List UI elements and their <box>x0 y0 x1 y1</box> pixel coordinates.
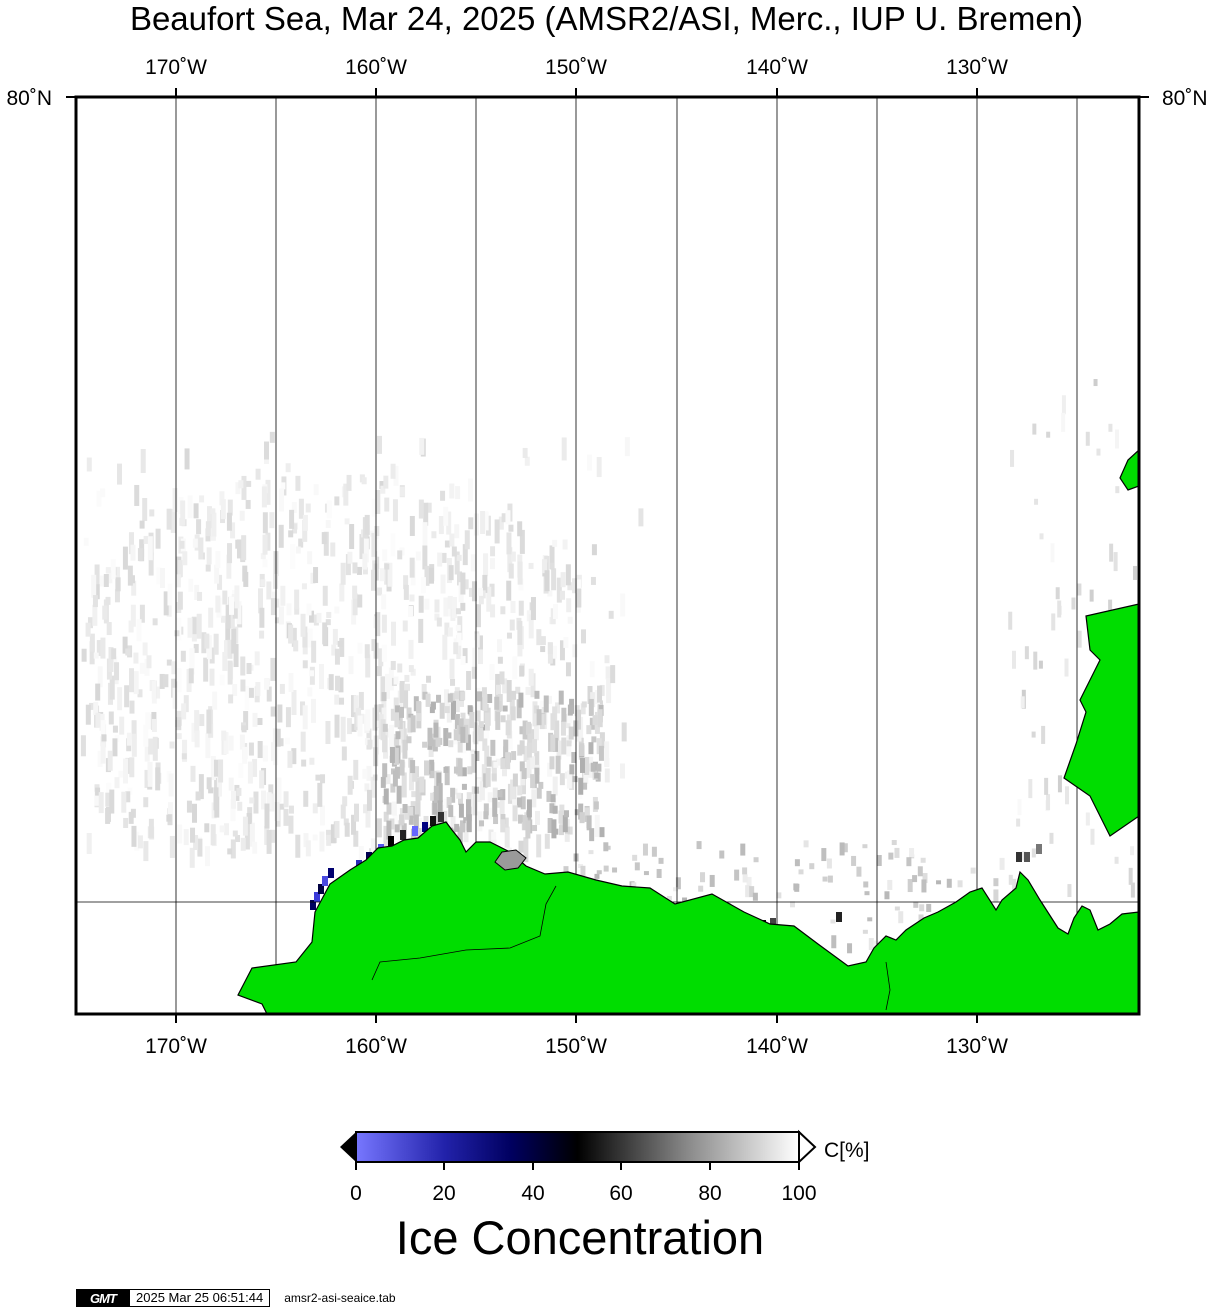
lon-label-bottom: 170˚W <box>145 1035 207 1058</box>
lon-label-bottom: 140˚W <box>746 1035 808 1058</box>
source-file-label: amsr2-asi-seaice.tab <box>284 1291 396 1305</box>
colorbar: 0 20 40 60 80 100 C[%] <box>340 1129 870 1205</box>
lon-label-bottom: 150˚W <box>545 1035 607 1058</box>
timestamp-text: 2025 Mar 25 06:51:44 <box>130 1289 271 1307</box>
meridian-lines <box>175 97 1078 1014</box>
lon-label-top: 170˚W <box>145 56 207 79</box>
lon-label-top: 150˚W <box>545 56 607 79</box>
alaska-interior-border <box>371 885 557 981</box>
lat-label-right: 80˚N <box>1162 87 1208 110</box>
colorbar-title: Ice Concentration <box>395 1211 765 1264</box>
lon-label-top: 160˚W <box>345 56 407 79</box>
gmt-logo: GMT <box>76 1289 130 1307</box>
gmt-timestamp: GMT 2025 Mar 25 06:51:44 amsr2-asi-seaic… <box>76 1289 396 1307</box>
colorbar-high-triangle <box>798 1129 817 1165</box>
colorbar-tick-label: 40 <box>521 1182 544 1205</box>
colorbar-gradient <box>355 1131 800 1163</box>
teshekpuk-lake <box>494 849 527 871</box>
lon-label-bottom: 160˚W <box>345 1035 407 1058</box>
alaska-coast <box>237 821 1139 1014</box>
colorbar-tick-label: 60 <box>609 1182 632 1205</box>
colorbar-tick-label: 20 <box>432 1182 455 1205</box>
colorbar-tick-label: 0 <box>350 1182 362 1205</box>
map-title: Beaufort Sea, Mar 24, 2025 (AMSR2/ASI, M… <box>129 0 1084 37</box>
lon-label-top: 130˚W <box>946 56 1008 79</box>
colorbar-tick-label: 80 <box>698 1182 721 1205</box>
map-frame <box>74 95 1141 1016</box>
mackenzie-delta-inlet <box>885 961 891 1011</box>
ocean-area <box>76 97 1139 1014</box>
frame-ticks <box>66 88 1149 1023</box>
colorbar-low-triangle <box>340 1132 356 1162</box>
prince-patrick-island <box>1119 449 1139 491</box>
land-layer <box>237 449 1139 1014</box>
banks-island <box>1063 603 1139 837</box>
colorbar-tick-label: 100 <box>781 1182 816 1205</box>
lat-label-left: 80˚N <box>6 87 52 110</box>
lon-label-bottom: 130˚W <box>946 1035 1008 1058</box>
lon-label-top: 140˚W <box>746 56 808 79</box>
colorbar-unit-label: C[%] <box>824 1139 870 1162</box>
